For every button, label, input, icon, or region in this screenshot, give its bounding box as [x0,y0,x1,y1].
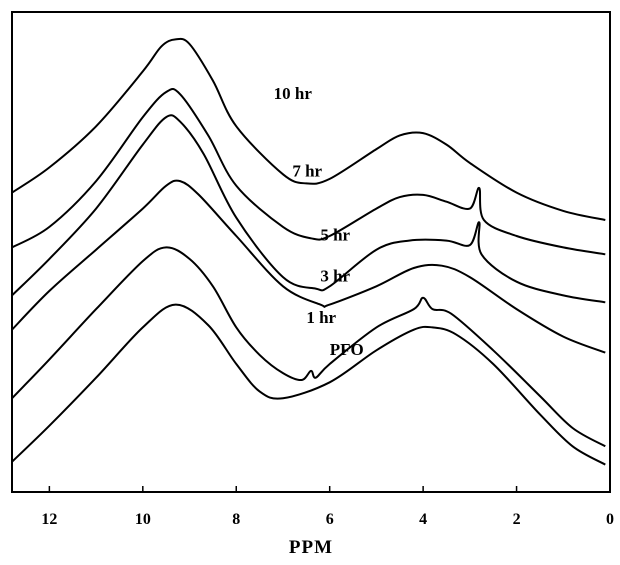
series-label-5-hr: 5 hr [320,226,350,245]
x-tick-label-4: 4 [419,511,427,528]
series-curves [11,37,606,466]
x-tick-label-12: 12 [41,511,57,528]
series-label-7-hr: 7 hr [292,162,322,181]
series-label-1-hr: 1 hr [306,308,336,327]
series-line-7-hr [11,87,606,256]
x-axis-title: PPM [289,537,333,558]
series-label-pfo: PFO [330,340,364,359]
plot-frame [11,11,611,493]
series-line-pfo [11,303,606,466]
series-labels: PFO 1 hr 3 hr 5 hr 7 hr 10 hr [274,84,364,359]
series-line-10-hr [11,37,606,221]
series-label-3-hr: 3 hr [320,267,350,286]
x-tick-label-8: 8 [232,511,240,528]
x-tick-label-0: 0 [606,511,614,528]
series-line-1-hr [11,246,606,448]
x-axis-tick-labels: 12 10 8 6 4 2 0 [41,511,614,528]
series-label-10-hr: 10 hr [274,84,313,103]
x-tick-label-2: 2 [513,511,521,528]
x-tick-label-10: 10 [135,511,151,528]
series-line-5-hr [11,114,606,304]
x-tick-label-6: 6 [326,511,334,528]
series-line-3-hr [11,179,606,354]
x-axis-ticks [48,486,611,492]
